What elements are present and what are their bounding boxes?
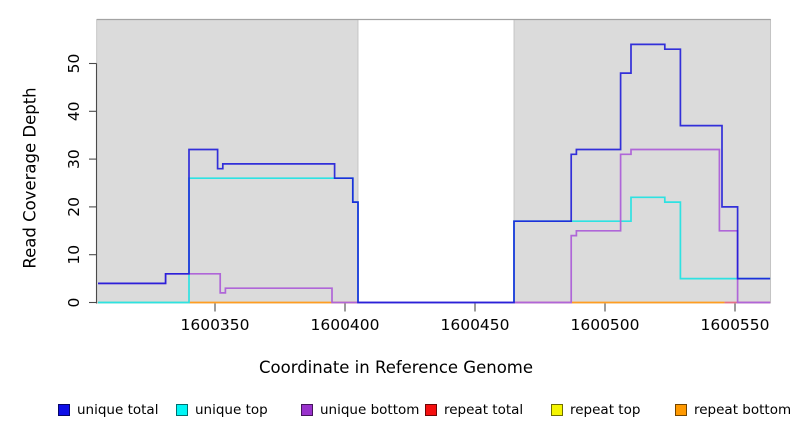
y-tick-label: 50	[65, 54, 83, 74]
y-tick-label: 10	[65, 245, 83, 265]
x-tick-label: 1600550	[700, 316, 769, 334]
y-tick-label: 40	[65, 101, 83, 121]
y-axis-title: Read Coverage Depth	[20, 87, 40, 269]
covered-region-right	[513, 19, 772, 304]
y-tick-label: 20	[65, 197, 83, 217]
covered-region-left	[96, 19, 359, 304]
series-unique-bottom	[98, 148, 771, 304]
y-tick-label: 0	[65, 298, 83, 308]
y-tick-label: 30	[65, 149, 83, 169]
x-tick-label: 1600500	[570, 316, 639, 334]
x-tick-label: 1600350	[180, 316, 249, 334]
x-tick-label: 1600450	[440, 316, 509, 334]
series-unique-total	[98, 43, 771, 304]
x-axis-title: Coordinate in Reference Genome	[258, 358, 534, 377]
x-tick-label: 1600400	[310, 316, 379, 334]
